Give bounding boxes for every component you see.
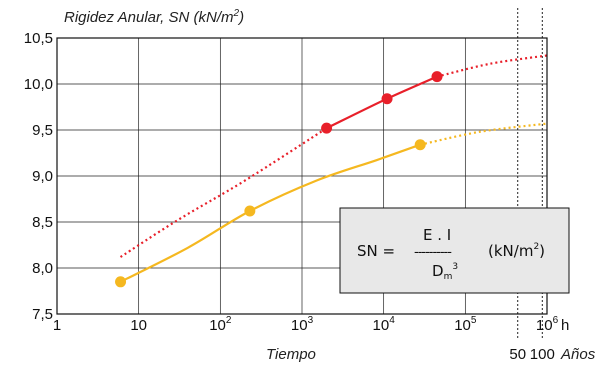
x-tick-base: 10: [454, 317, 471, 334]
year-tick-label: 100: [530, 346, 555, 363]
formula-denominator-sup: 3: [452, 262, 458, 272]
x-tick-exp: 3: [308, 315, 314, 326]
x-tick-exp: 6: [553, 315, 559, 326]
formula-denominator: Dm3: [432, 262, 458, 282]
y-tick-label: 8,5: [32, 214, 53, 231]
formula-unit-open: (kN/m: [488, 242, 533, 260]
y-tick-label: 10,0: [24, 76, 53, 93]
series-0-extrapolated-back: [119, 127, 328, 258]
x-tick-label: 102: [209, 315, 232, 334]
x-tick-exp: 4: [389, 315, 395, 326]
formula-divider: ----------: [414, 245, 452, 260]
y-tick-label: 10,5: [24, 30, 53, 47]
y-axis-title-sup: 2: [233, 8, 240, 19]
x-tick-label: 105: [454, 315, 477, 334]
formula-lhs: SN =: [357, 242, 395, 260]
series-layer: [115, 54, 548, 288]
formula-numerator: E . I: [423, 226, 451, 244]
series-1-measured-line: [120, 143, 421, 283]
x-tick-label: 106: [536, 315, 559, 334]
x-tick-label: 10: [130, 317, 147, 334]
series-0-point: [321, 122, 333, 134]
y-axis-title: Rigidez Anular, SN (kN/m2): [64, 8, 244, 26]
y-tick-label: 9,5: [32, 122, 53, 139]
secondary-axis: 50 100 Años: [509, 346, 595, 363]
x-tick-label: 103: [291, 315, 314, 334]
x-tick-base: 10: [536, 317, 553, 334]
formula-denominator-sub: m: [444, 272, 453, 282]
series-0-point: [381, 93, 393, 105]
y-axis-title-text: Rigidez Anular, SN (kN/m: [64, 9, 234, 26]
formula-unit-sup: 2: [533, 242, 539, 252]
x-unit-label: h: [561, 317, 569, 334]
y-tick-label: 7,5: [32, 306, 53, 323]
year-tick-label: 50: [509, 346, 526, 363]
formula-box: SN = E . I ---------- Dm3 (kN/m2): [339, 207, 570, 294]
x-axis-title: Tiempo: [266, 346, 316, 363]
x-tick-base: 10: [209, 317, 226, 334]
y-tick-label: 9,0: [32, 168, 53, 185]
years-unit-label: Años: [560, 346, 596, 363]
formula-denominator-base: D: [432, 262, 444, 280]
x-tick-label: 104: [373, 315, 396, 334]
year-marker-lines: [517, 8, 543, 338]
series-1-point: [115, 276, 127, 288]
series-1-extrapolated-forward: [419, 122, 548, 146]
formula-box-bg: [339, 207, 570, 294]
x-tick-base: 10: [291, 317, 308, 334]
x-tick-exp: 2: [226, 315, 232, 326]
y-axis-title-close: ): [237, 9, 244, 26]
series-1-point: [414, 139, 426, 151]
formula-unit: (kN/m2): [488, 242, 545, 260]
x-tick-base: 10: [130, 317, 147, 334]
x-tick-label: 1: [53, 317, 61, 334]
x-tick-base: 10: [373, 317, 390, 334]
series-1-point: [244, 205, 256, 217]
series-0-point: [431, 71, 443, 83]
y-tick-labels: 7,5 8,0 8,5 9,0 9,5 10,0 10,5: [24, 30, 53, 323]
x-tick-exp: 5: [471, 315, 477, 326]
formula-unit-close: ): [539, 242, 545, 260]
x-tick-labels: 1 10 102 103 104 105 106: [53, 315, 559, 334]
x-tick-base: 1: [53, 317, 61, 334]
series-0-extrapolated-forward: [436, 54, 548, 78]
y-tick-label: 8,0: [32, 260, 53, 277]
plot-frame: [56, 37, 548, 315]
